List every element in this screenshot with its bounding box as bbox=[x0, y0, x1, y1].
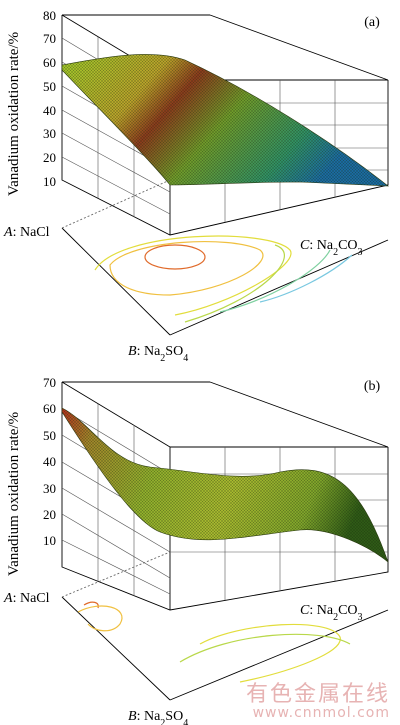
surface-plot-a: 80 70 60 50 40 30 20 10 Vanadium oxidati… bbox=[3, 8, 389, 362]
y-tick-a-40: 40 bbox=[43, 103, 56, 118]
y-tick-b-30: 30 bbox=[43, 481, 56, 496]
base-triangle-b bbox=[61, 551, 389, 701]
y-tick-a-80: 80 bbox=[43, 8, 56, 23]
y-tick-a-10: 10 bbox=[43, 174, 56, 189]
y-tick-a-70: 70 bbox=[43, 31, 56, 46]
contour-a-6 bbox=[259, 254, 353, 303]
surface-b bbox=[61, 407, 389, 563]
y-axis-b: 70 60 50 40 30 20 10 Vanadium oxidation … bbox=[6, 375, 56, 576]
y-axis-a: 80 70 60 50 40 30 20 10 Vanadium oxidati… bbox=[6, 8, 56, 196]
y-tick-b-40: 40 bbox=[43, 454, 56, 469]
chart-panel-b: 70 60 50 40 30 20 10 Vanadium oxidation … bbox=[0, 362, 400, 725]
factor-a-label-a: A: NaCl bbox=[3, 225, 50, 240]
watermark-line1: 有色金属在线 bbox=[245, 682, 390, 708]
plot-box-b bbox=[61, 381, 389, 611]
contours-a bbox=[94, 235, 353, 323]
y-tick-a-20: 20 bbox=[43, 150, 56, 165]
surface-a bbox=[61, 54, 389, 187]
watermark: 有色金属在线 www.cnnmol.com bbox=[246, 683, 390, 721]
y-tick-b-70: 70 bbox=[43, 375, 56, 390]
y-tick-a-30: 30 bbox=[43, 126, 56, 141]
contour-a-3 bbox=[94, 235, 292, 316]
contour-a-5 bbox=[219, 249, 331, 313]
y-tick-b-50: 50 bbox=[43, 428, 56, 443]
surface-plot-b: 70 60 50 40 30 20 10 Vanadium oxidation … bbox=[3, 375, 389, 725]
factor-a-label-b: A: NaCl bbox=[3, 591, 50, 606]
y-axis-label-a: Vanadium oxidation rate/% bbox=[6, 32, 22, 196]
contour-a-2 bbox=[109, 240, 264, 296]
panel-label-b: (b) bbox=[364, 379, 381, 394]
y-tick-a-60: 60 bbox=[43, 55, 56, 70]
factor-b-label-a: B: Na2SO4 bbox=[128, 344, 188, 362]
contour-a-4 bbox=[184, 244, 285, 323]
chart-panel-a: 80 70 60 50 40 30 20 10 Vanadium oxidati… bbox=[0, 0, 400, 362]
contour-b-3 bbox=[199, 623, 341, 683]
y-tick-b-10: 10 bbox=[43, 533, 56, 548]
y-tick-b-60: 60 bbox=[43, 401, 56, 416]
watermark-line2: www.cnnmol.com bbox=[252, 705, 390, 722]
panel-label-a: (a) bbox=[364, 15, 380, 30]
factor-labels-a: A: NaCl C: Na2CO3 B: Na2SO4 bbox=[3, 225, 363, 362]
contour-a-1 bbox=[144, 244, 206, 270]
factor-b-label-b: B: Na2SO4 bbox=[128, 709, 188, 725]
y-axis-label-b: Vanadium oxidation rate/% bbox=[6, 412, 22, 576]
factor-c-label-b: C: Na2CO3 bbox=[300, 603, 363, 623]
y-tick-b-20: 20 bbox=[43, 507, 56, 522]
y-tick-a-50: 50 bbox=[43, 79, 56, 94]
contours-b bbox=[77, 601, 351, 683]
factor-c-label-a: C: Na2CO3 bbox=[300, 238, 363, 258]
factor-labels-b: A: NaCl C: Na2CO3 B: Na2SO4 bbox=[3, 591, 363, 725]
contour-b-2 bbox=[77, 605, 123, 632]
contour-b-4 bbox=[179, 633, 351, 663]
